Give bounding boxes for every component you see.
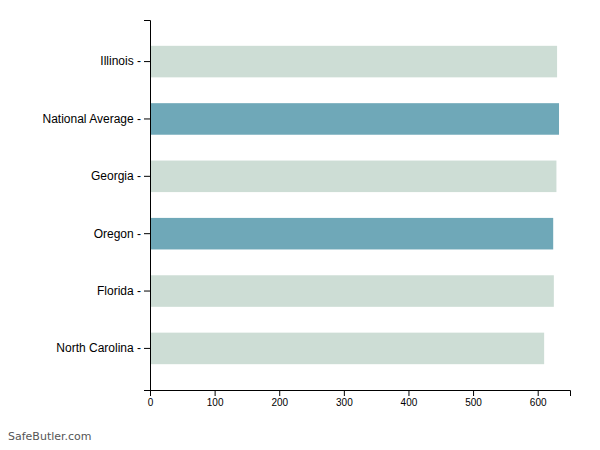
x-tick-label: 300 [336, 397, 353, 408]
x-tick: 400 [401, 390, 418, 408]
y-tick: Illinois - [100, 54, 150, 68]
y-tick: North Carolina - [56, 341, 150, 355]
y-tick-mark [144, 291, 150, 292]
bars [150, 46, 559, 364]
x-tick-mark [473, 390, 474, 396]
x-tick-label: 100 [207, 397, 224, 408]
x-tick-label: 600 [530, 397, 547, 408]
y-tick-label: Georgia - [91, 169, 141, 183]
bar [150, 333, 544, 365]
x-axis-line [151, 391, 571, 397]
x-tick: 500 [465, 390, 482, 408]
x-tick-label: 500 [465, 397, 482, 408]
x-tick: 200 [271, 390, 288, 408]
x-tick-mark [279, 390, 280, 396]
x-tick-label: 400 [401, 397, 418, 408]
x-tick-label: 0 [148, 397, 154, 408]
bar [150, 46, 557, 78]
y-tick-label: North Carolina - [56, 341, 141, 355]
y-tick-label: National Average - [42, 112, 141, 126]
y-tick-mark [144, 233, 150, 234]
x-tick-mark [215, 390, 216, 396]
y-tick-mark [144, 61, 150, 62]
x-tick-mark [408, 390, 409, 396]
bar [150, 275, 554, 307]
chart: 0 100 200 300 400 500 600 Illinois - National Av… [0, 0, 600, 450]
bar [150, 218, 553, 250]
y-tick-label: Illinois - [100, 54, 141, 68]
y-tick-label: Oregon - [94, 227, 141, 241]
y-tick: National Average - [42, 112, 150, 126]
x-tick: 300 [336, 390, 353, 408]
x-tick: 100 [207, 390, 224, 408]
x-tick: 0 [148, 390, 154, 408]
bar [150, 161, 556, 193]
x-tick-mark [538, 390, 539, 396]
x-tick: 600 [530, 390, 547, 408]
x-tick-mark [344, 390, 345, 396]
y-axis: Illinois - National Average - Georgia - Ore… [42, 21, 150, 391]
x-tick-label: 200 [271, 397, 288, 408]
bar [150, 103, 559, 135]
x-axis: 0 100 200 300 400 500 600 [148, 390, 571, 408]
y-tick-label: Florida - [97, 284, 141, 298]
y-tick-mark [144, 348, 150, 349]
y-tick-mark [144, 176, 150, 177]
y-axis-line [144, 21, 151, 391]
y-tick: Georgia - [91, 169, 150, 183]
y-tick: Florida - [97, 284, 150, 298]
y-tick-mark [144, 118, 150, 119]
plot-area: 0 100 200 300 400 500 600 Illinois - National Av… [42, 21, 570, 409]
footer-text: SafeButler.com [8, 430, 92, 443]
y-tick: Oregon - [94, 227, 150, 241]
